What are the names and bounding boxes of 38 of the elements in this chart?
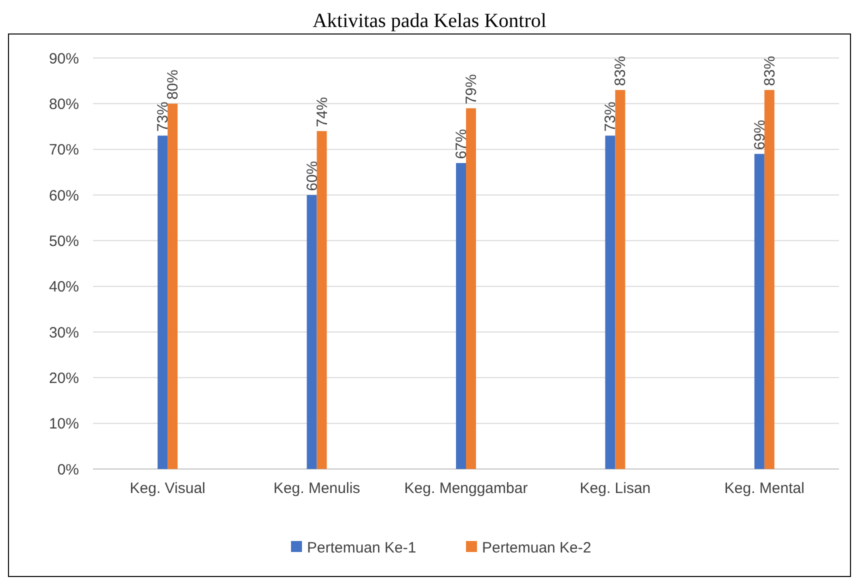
bar (168, 104, 178, 469)
y-tick-label: 50% (48, 232, 79, 250)
x-tick-label: Keg. Mental (724, 480, 804, 497)
y-tick-label: 30% (48, 324, 79, 342)
legend-label: Pertemuan Ke-1 (307, 539, 416, 556)
y-tick-label: 40% (48, 278, 79, 296)
bar (306, 195, 317, 469)
y-tick-label: 0% (57, 461, 79, 478)
bar (466, 108, 476, 469)
data-label: 74% (314, 97, 331, 128)
bar (316, 131, 327, 469)
bar (456, 163, 466, 469)
data-label: 73% (602, 102, 620, 132)
data-label: 60% (304, 160, 321, 191)
data-label: 73% (154, 102, 172, 132)
x-tick-label: Keg. Menulis (273, 480, 360, 497)
y-tick-label: 80% (48, 96, 79, 113)
data-label: 83% (612, 56, 630, 86)
bar (615, 90, 626, 469)
y-tick-label: 10% (48, 416, 79, 433)
x-tick-label: Keg. Menggambar (404, 480, 528, 497)
legend-label: Pertemuan Ke-2 (482, 539, 592, 556)
data-label: 67% (453, 129, 470, 160)
data-label: 83% (761, 56, 778, 86)
y-tick-label: 70% (48, 142, 79, 159)
data-label: 80% (164, 70, 182, 100)
bar (158, 136, 168, 469)
x-tick-label: Keg. Lisan (580, 480, 651, 497)
data-label: 69% (751, 120, 768, 150)
y-tick-label: 20% (48, 370, 79, 387)
data-label: 79% (463, 74, 480, 104)
chart-title: Aktivitas pada Kelas Kontrol (312, 10, 547, 32)
y-tick-label: 60% (48, 187, 79, 204)
bar (764, 90, 774, 469)
bar (754, 154, 764, 469)
y-tick-label: 90% (48, 50, 79, 68)
x-tick-label: Keg. Visual (130, 480, 206, 497)
bar (605, 136, 616, 469)
